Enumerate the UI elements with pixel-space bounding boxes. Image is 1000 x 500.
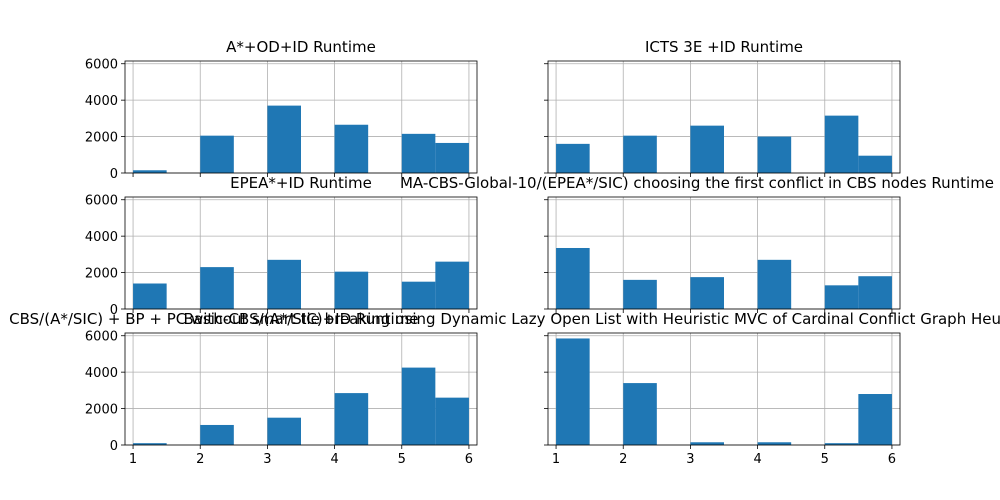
histogram-bar (133, 283, 167, 309)
histogram-bar (401, 281, 436, 309)
x-tick-label: 4 (330, 452, 338, 467)
subplot-title: Basic-CBS/(A*/SIC)+ID Runtime (183, 310, 418, 328)
histogram-bar (824, 115, 859, 173)
histogram-bar (824, 443, 859, 445)
histogram-bar (556, 338, 590, 445)
subplot-3: 0 2000 4000 6000 EPEA*+ID Runtime (85, 174, 478, 318)
x-tick-label: 6 (465, 452, 473, 467)
y-tick-label: 4000 (85, 366, 118, 381)
histogram-bar (133, 443, 167, 445)
x-tick-label: 4 (753, 452, 761, 467)
y-tick-label: 2000 (85, 131, 118, 146)
y-tick-label: 0 (110, 303, 118, 318)
histogram-bar (401, 133, 436, 173)
subplot-1: 0 2000 4000 6000 A*+OD+ID Runtime (85, 38, 478, 182)
histogram-bar (858, 276, 892, 309)
histogram-bar (556, 247, 590, 309)
histogram-bar (690, 442, 724, 445)
subplot-title: MA-CBS-Global-10/(EPEA*/SIC) choosing th… (400, 174, 994, 192)
y-tick-label: 4000 (85, 230, 118, 245)
histogram-bar (200, 267, 234, 309)
subplot-title: A*+OD+ID Runtime (226, 38, 376, 56)
histogram-bar (858, 394, 892, 445)
histogram-bar (435, 397, 469, 445)
histogram-bar (267, 105, 301, 173)
y-tick-label: 6000 (85, 58, 118, 73)
x-tick-label: 5 (821, 452, 829, 467)
x-tick-label: 1 (552, 452, 560, 467)
y-tick-label: 6000 (85, 330, 118, 345)
histogram-bar (133, 170, 167, 173)
subplot-4: MA-CBS-Global-10/(EPEA*/SIC) choosing th… (400, 174, 994, 313)
y-tick-label: 0 (110, 167, 118, 182)
x-tick-label: 1 (129, 452, 137, 467)
subplot-6: 1 2 3 4 5 6 CBS/(A*/SIC) + BP + PC without sma… (9, 310, 1000, 467)
histogram-bar (690, 125, 724, 173)
histogram-bar (200, 424, 234, 445)
histogram-bar (824, 285, 859, 309)
histogram-bar (435, 261, 469, 309)
histogram-bar (556, 143, 590, 173)
histogram-bar (334, 271, 369, 309)
histogram-bar (757, 136, 792, 173)
x-tick-label: 2 (196, 452, 204, 467)
x-tick-label: 6 (888, 452, 896, 467)
histogram-bar (267, 259, 301, 309)
histogram-bar (757, 442, 792, 445)
y-tick-label: 2000 (85, 403, 118, 418)
y-tick-label: 0 (110, 439, 118, 454)
histogram-bar (334, 124, 369, 173)
x-tick-label: 2 (619, 452, 627, 467)
axes-frame (124, 332, 478, 446)
axes-frame (124, 60, 478, 174)
subplot-title: ICTS 3E +ID Runtime (645, 38, 803, 56)
y-tick-label: 6000 (85, 194, 118, 209)
axes-frame (547, 60, 901, 174)
subplot-5: 1 2 3 4 5 6 0 2000 4000 6000 Basic-CBS/(A*/SIC)+ID… (85, 310, 478, 467)
x-tick-label: 5 (398, 452, 406, 467)
histogram-bar (757, 259, 792, 309)
subplot-2: ICTS 3E +ID Runtime (544, 38, 901, 177)
axes-frame (547, 196, 901, 310)
histogram-bar (623, 383, 657, 445)
axes-frame (124, 196, 478, 310)
y-tick-label: 4000 (85, 94, 118, 109)
histogram-bar (401, 367, 436, 445)
subplot-title: EPEA*+ID Runtime (230, 174, 372, 192)
y-tick-label: 2000 (85, 267, 118, 282)
histogram-bar (623, 135, 657, 173)
x-tick-label: 3 (263, 452, 271, 467)
histogram-bar (690, 277, 724, 309)
histogram-bar (623, 279, 657, 309)
x-tick-label: 3 (686, 452, 694, 467)
histogram-bar (267, 417, 301, 445)
histogram-bar (858, 155, 892, 173)
histogram-bar (200, 135, 234, 173)
histogram-bar (435, 142, 469, 173)
axes-frame (547, 332, 901, 446)
histogram-bar (334, 393, 369, 445)
subplot-title: CBS/(A*/SIC) + BP + PC without smart tie… (9, 310, 1000, 328)
